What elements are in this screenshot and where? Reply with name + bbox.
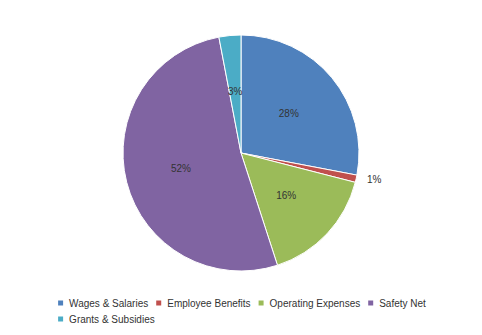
svg-text:28%: 28% bbox=[279, 108, 299, 119]
svg-text:Safety Net: Safety Net bbox=[379, 298, 426, 309]
svg-text:Operating Expenses: Operating Expenses bbox=[270, 298, 361, 309]
svg-text:Grants & Subsidies: Grants & Subsidies bbox=[69, 314, 155, 325]
svg-text:Wages & Salaries: Wages & Salaries bbox=[69, 298, 148, 309]
svg-text:1%: 1% bbox=[367, 174, 382, 185]
svg-text:52%: 52% bbox=[171, 163, 191, 174]
svg-text:Employee Benefits: Employee Benefits bbox=[167, 298, 250, 309]
svg-text:3%: 3% bbox=[228, 86, 243, 97]
svg-text:16%: 16% bbox=[276, 190, 296, 201]
